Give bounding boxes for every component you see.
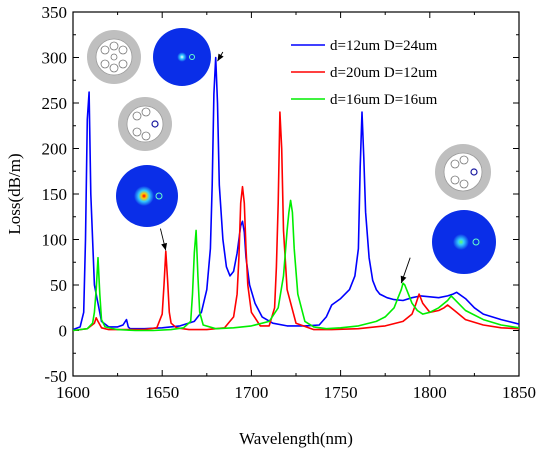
legend-label-1: d=12um D=24um — [330, 38, 438, 54]
series-line-1 — [73, 56, 519, 331]
y-tick-label: 50 — [50, 276, 67, 295]
x-tick-label: 1750 — [324, 383, 358, 402]
y-tick-label: 0 — [59, 322, 68, 341]
annotation-arrow-head — [217, 53, 224, 62]
annotation-arrows — [159, 51, 411, 284]
series-line-3 — [73, 199, 519, 332]
legend: d=12um D=24um d=20um D=12um d=16um D=16u… — [291, 38, 438, 108]
y-tick-label: -50 — [44, 367, 67, 386]
mode-field-2 — [116, 165, 178, 227]
mode-field-3 — [432, 210, 496, 274]
x-tick-label: 1600 — [56, 383, 90, 402]
mode-field-1 — [153, 28, 211, 86]
y-tick-label: 250 — [42, 94, 68, 113]
annotation-arrow-head — [400, 275, 407, 284]
legend-label-3: d=16um D=16um — [330, 92, 438, 108]
fiber-cross-section-3 — [435, 144, 491, 200]
y-axis-title: Loss(dB/m) — [5, 153, 24, 234]
fiber-cross-section-2 — [118, 97, 172, 151]
x-tick-label: 1650 — [145, 383, 179, 402]
y-tick-label: 350 — [42, 3, 68, 22]
x-tick-label: 1850 — [502, 383, 536, 402]
axis-ticks: 1600 1650 1700 1750 1800 1850 -50 0 50 100 150 200 2… — [42, 3, 537, 402]
y-tick-label: 100 — [42, 231, 68, 250]
x-axis-title: Wavelength(nm) — [239, 429, 353, 448]
x-tick-label: 1800 — [413, 383, 447, 402]
series-line-2 — [73, 111, 519, 332]
y-tick-label: 300 — [42, 49, 68, 68]
fiber-cross-section-1 — [87, 30, 141, 84]
x-tick-label: 1700 — [234, 383, 268, 402]
annotation-arrow-head — [161, 242, 168, 251]
y-tick-label: 200 — [42, 140, 68, 159]
legend-label-2: d=20um D=12um — [330, 65, 438, 81]
y-tick-label: 150 — [42, 185, 68, 204]
series-group — [73, 56, 519, 332]
